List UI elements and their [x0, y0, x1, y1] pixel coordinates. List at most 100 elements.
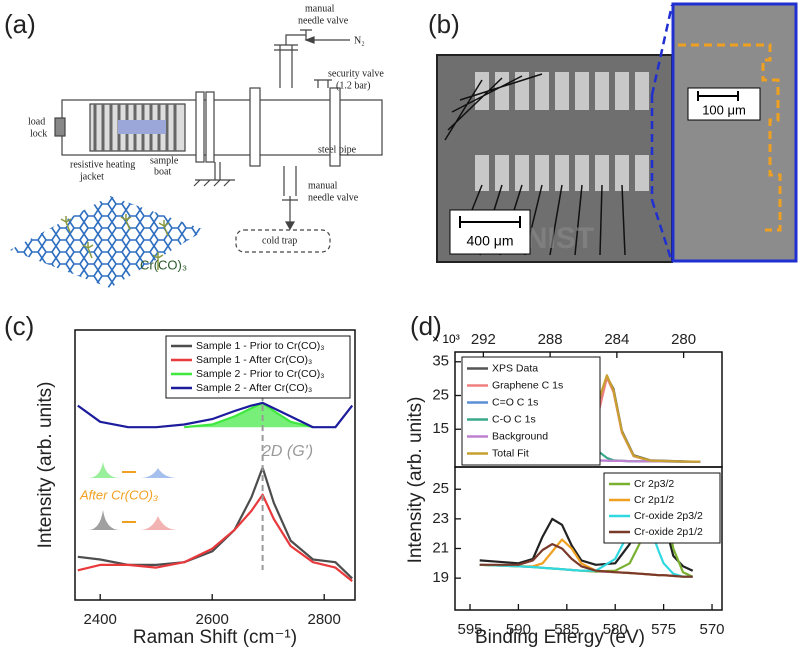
series-line — [77, 493, 353, 582]
x-tick-label: 595 — [457, 621, 482, 638]
panel-label: (d) — [410, 311, 442, 341]
legend-label: Total Fit — [492, 447, 529, 459]
molecule-label: Cr(CO)₃ — [140, 257, 187, 272]
y-tick-label: 21 — [432, 539, 449, 556]
schematic-label: manual — [308, 180, 338, 191]
y-tick-label: 25 — [432, 386, 449, 403]
scale-bar — [459, 216, 521, 228]
y-tick-label: 25 — [432, 480, 449, 497]
logo: NIST — [526, 222, 594, 255]
legend-box — [461, 356, 601, 466]
panel-label: (a) — [4, 9, 36, 39]
inset-image — [671, 2, 798, 263]
cartoon-peak — [140, 516, 178, 530]
x-tick-label: 580 — [603, 621, 628, 638]
scale-box — [687, 87, 761, 121]
y-axis-label: Intensity (arb. units) — [35, 382, 56, 549]
schematic-label: steel pipe — [318, 144, 357, 155]
y-tick-label: 23 — [432, 510, 449, 527]
x-tick-label: 585 — [554, 621, 579, 638]
legend-label: Cr-oxide 2p3/2 — [634, 510, 703, 522]
annotation: 2D (G') — [261, 443, 313, 460]
legend-label: Cr-oxide 2p1/2 — [634, 526, 703, 538]
x-tick-label: 280 — [671, 331, 696, 348]
legend-label: Sample 2 - After Cr(CO)₃ — [196, 382, 312, 394]
top-pipe — [274, 44, 298, 88]
schematic-label: security valve — [328, 68, 384, 79]
arrow-head — [304, 36, 315, 44]
legend-label: Background — [492, 430, 548, 442]
y-multiplier: × 10³ — [432, 332, 460, 346]
x-tick-label: 2800 — [308, 611, 341, 628]
schematic-label: resistive heating — [70, 159, 135, 170]
plot-frame — [454, 466, 723, 611]
series-line — [77, 401, 354, 429]
legend-box — [165, 335, 351, 399]
annotation: After Cr(CO)₃ — [79, 487, 158, 502]
support — [193, 162, 235, 187]
y-tick-label: 19 — [432, 569, 449, 586]
micrograph: NIST 400 μm 100 μm — [436, 2, 798, 263]
contact-pads — [475, 72, 649, 191]
series-line — [479, 543, 693, 578]
cartoon-peak — [88, 510, 120, 530]
panel-label: (c) — [4, 311, 34, 341]
x-axis-label: Raman Shift (cm⁻¹) — [133, 627, 297, 648]
y-tick-label: 15 — [432, 420, 449, 437]
y-tick-label: 35 — [432, 353, 449, 370]
schematic — [10, 29, 383, 288]
flange — [249, 87, 261, 167]
legend-label: C-O C 1s — [492, 413, 536, 425]
zoom-lines — [650, 4, 674, 263]
scale-bar — [697, 91, 739, 101]
scale-label: 400 μm — [467, 233, 514, 249]
legend-label: Graphene C 1s — [492, 379, 563, 391]
legend-label: Sample 2 - Prior to Cr(CO)₃ — [196, 368, 325, 380]
graphene-lattice — [10, 196, 205, 288]
cartoon-peaks — [88, 462, 178, 530]
scale-box — [449, 209, 531, 255]
cartoon-peak — [88, 462, 120, 478]
legend-label: Sample 1 - After Cr(CO)₃ — [196, 354, 312, 366]
cold-trap — [235, 229, 331, 253]
schematic-label: sample — [150, 155, 179, 166]
scale-label: 100 μm — [702, 102, 746, 117]
x-tick-label: 284 — [604, 331, 629, 348]
legend-label: C=O C 1s — [492, 396, 538, 408]
outline — [678, 43, 782, 232]
plot-frame — [74, 329, 356, 601]
legend-label: Cr 2p1/2 — [634, 494, 674, 506]
flange — [205, 91, 215, 163]
series-line — [184, 401, 314, 429]
schematic-label: boat — [154, 166, 171, 177]
x-tick-label: 575 — [651, 621, 676, 638]
legend-label: Sample 1 - Prior to Cr(CO)₃ — [196, 340, 325, 352]
schematic-label: manual — [305, 3, 335, 14]
panel-label: (b) — [428, 9, 460, 39]
cr-co3-molecules — [60, 214, 170, 270]
cartoon-peak — [140, 468, 178, 478]
x-tick-label: 288 — [538, 331, 563, 348]
schematic-label: lock — [30, 128, 47, 139]
flange — [195, 91, 205, 163]
top-valve — [285, 29, 312, 45]
schematic-label: N₂ — [354, 35, 365, 46]
schematic-label: load — [28, 116, 45, 127]
sample-boat — [118, 120, 166, 134]
schematic-label: jacket — [79, 171, 104, 182]
legend-label: Cr 2p3/2 — [634, 478, 674, 490]
arrow-head — [284, 221, 296, 231]
bottom-pipe — [282, 166, 298, 216]
legend-label: XPS Data — [492, 362, 538, 374]
schematic-label: needle valve — [298, 15, 349, 26]
x-axis-label: Binding Energy (eV) — [475, 627, 645, 648]
x-tick-label: 570 — [700, 621, 725, 638]
x-tick-label: 2600 — [196, 611, 229, 628]
schematic-label: cold trap — [262, 235, 297, 246]
x-tick-label: 2400 — [84, 611, 117, 628]
cartoon-arrow — [122, 471, 136, 523]
schematic-labels: manual needle valve N₂ security valve (1… — [28, 3, 384, 272]
series-area — [184, 402, 313, 428]
schematic-label: needle valve — [308, 192, 359, 203]
